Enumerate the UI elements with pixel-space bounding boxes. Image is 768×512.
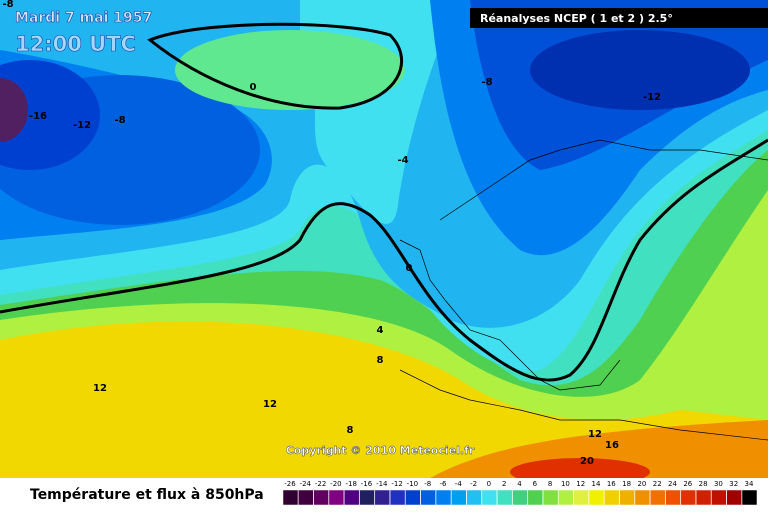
legend-label: -4 <box>455 480 463 488</box>
coastlines <box>399 139 768 441</box>
source-box <box>470 8 768 28</box>
zero-isotherm <box>0 22 768 382</box>
legend-label: -12 <box>391 480 402 488</box>
legend-swatch <box>588 489 605 506</box>
legend-label: 28 <box>699 480 708 488</box>
source-label: Réanalyses NCEP ( 1 et 2 ) 2.5° <box>480 12 673 25</box>
contour-label: 12 <box>588 429 602 440</box>
contour-label: 12 <box>263 399 277 410</box>
legend-label: 16 <box>607 480 616 488</box>
temperature-field <box>0 0 768 486</box>
contour-label: -16 <box>29 111 47 122</box>
legend-label: 10 <box>561 480 570 488</box>
footer-title: Température et flux à 850hPa <box>30 487 264 503</box>
legend-label: 2 <box>502 480 506 488</box>
map-time: 12:00 UTC <box>15 32 136 56</box>
legend-swatch <box>374 489 391 506</box>
legend-swatch <box>573 489 589 506</box>
legend-swatch <box>313 489 329 506</box>
contour-label: 4 <box>377 325 384 336</box>
legend-label: 24 <box>668 480 677 488</box>
legend-swatch <box>634 489 651 506</box>
contour-label: 0 <box>406 263 413 274</box>
legend-label: -10 <box>407 480 418 488</box>
legend-swatch <box>527 489 544 506</box>
legend-swatch <box>649 489 666 506</box>
legend-label: 12 <box>576 480 585 488</box>
legend-swatch <box>451 489 467 506</box>
contour-label: -8 <box>2 0 13 10</box>
copyright: Copyright © 2010 Meteociel.fr <box>286 444 475 457</box>
legend-swatch <box>359 489 375 506</box>
legend-swatch <box>512 489 528 506</box>
legend-swatch <box>389 489 406 506</box>
contour-label: 12 <box>93 383 107 394</box>
legend-swatch <box>298 489 314 506</box>
contour-label: 16 <box>605 440 619 451</box>
legend-swatch <box>282 489 299 506</box>
contour-label: 20 <box>580 456 594 467</box>
legend-label: -6 <box>440 480 448 488</box>
legend-label: 8 <box>548 480 552 488</box>
map-date: Mardi 7 mai 1957 <box>15 10 152 26</box>
legend-label: -20 <box>330 480 341 488</box>
legend-swatch <box>619 489 635 506</box>
legend-label: 14 <box>592 480 601 488</box>
contour-label: -4 <box>397 155 408 166</box>
contour-label: -12 <box>643 92 661 103</box>
legend-swatch <box>604 489 620 506</box>
legend-swatch <box>665 489 681 506</box>
legend-swatch <box>726 489 742 506</box>
legend-swatch <box>680 489 697 506</box>
contour-label: -8 <box>481 77 492 88</box>
contour-label: -8 <box>114 115 125 126</box>
legend-swatch <box>481 489 498 506</box>
legend-label: 26 <box>683 480 692 488</box>
legend-label: 22 <box>653 480 662 488</box>
legend-swatch <box>695 489 712 506</box>
legend-swatch <box>420 489 436 506</box>
legend-swatch <box>405 489 421 506</box>
legend-swatch <box>496 489 513 506</box>
legend-label: 34 <box>745 480 754 488</box>
legend-label: -26 <box>284 480 296 488</box>
legend-label: 4 <box>517 480 522 488</box>
legend-swatch <box>343 489 360 506</box>
legend-label: -14 <box>376 480 388 488</box>
legend-label: 0 <box>487 480 491 488</box>
legend-label: 18 <box>622 480 631 488</box>
legend-label: -16 <box>361 480 373 488</box>
legend-label: -8 <box>424 480 431 488</box>
contour-label: 8 <box>347 425 354 436</box>
legend-swatch <box>711 489 727 506</box>
legend-label: 30 <box>714 480 723 488</box>
legend-label: 6 <box>533 480 538 488</box>
contour-label: -12 <box>73 120 91 131</box>
legend-label: 32 <box>729 480 738 488</box>
contour-label: 8 <box>377 355 384 366</box>
legend-swatch <box>328 489 345 506</box>
legend-label: -22 <box>315 480 326 488</box>
legend-label: 20 <box>637 480 646 488</box>
legend-swatch <box>435 489 452 506</box>
contour-label: 0 <box>250 82 257 93</box>
legend-label: -18 <box>345 480 356 488</box>
legend-label: -2 <box>470 480 477 488</box>
legend-swatch <box>558 489 574 506</box>
legend-swatch <box>542 489 559 506</box>
legend-swatch <box>466 489 482 506</box>
legend-label: -24 <box>300 480 312 488</box>
legend-swatch <box>741 489 758 506</box>
